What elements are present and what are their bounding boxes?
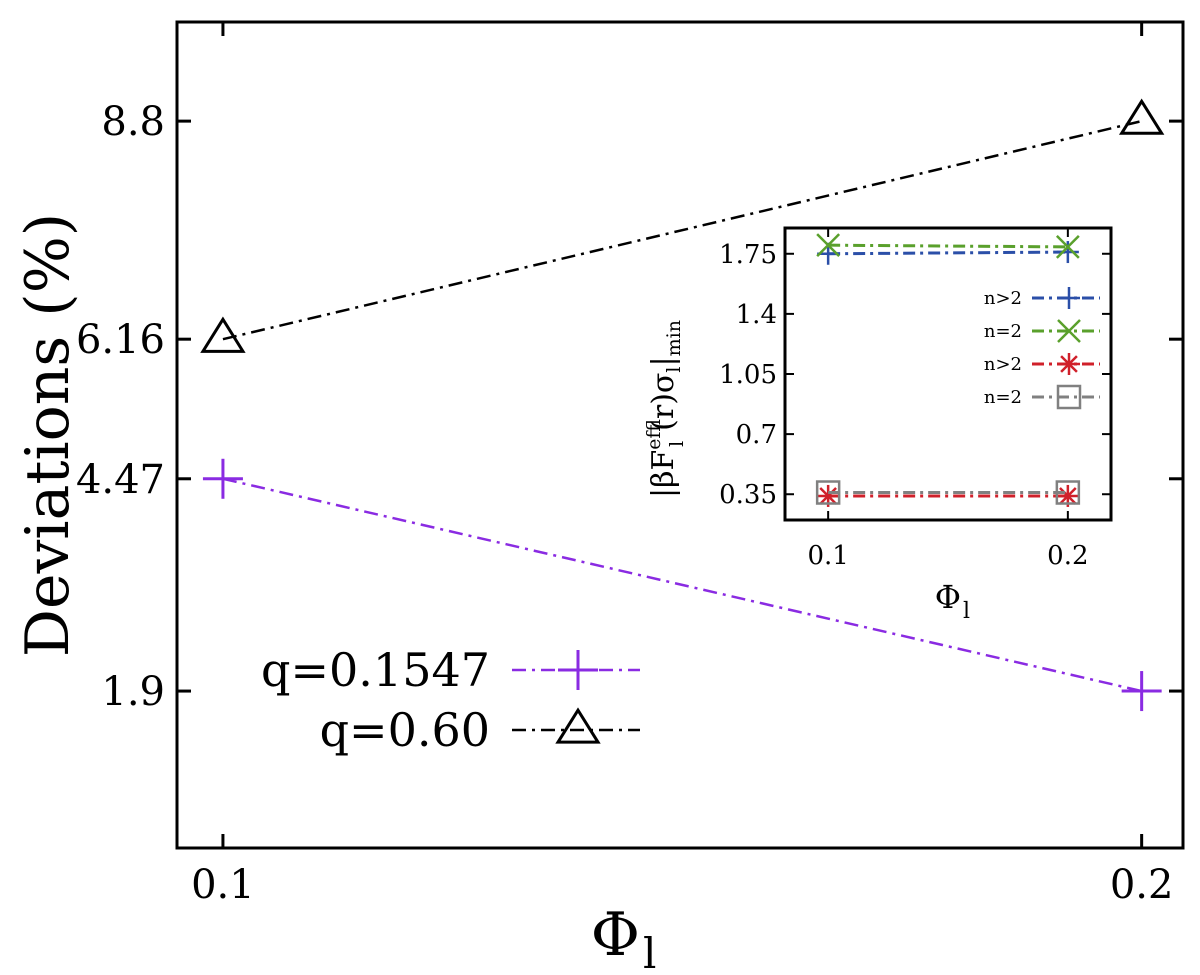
inset-y-label-part: |βF: [646, 450, 681, 498]
legend-marker-plus: [558, 650, 598, 690]
inset-data-point-square: [1055, 480, 1081, 505]
main-series-layer: [200, 98, 1165, 712]
inset-y-tick-label: 1.05: [719, 360, 777, 390]
data-point-plus: [1121, 671, 1162, 712]
main-axis-ticks: 1.9 4.47 6.16 8.8 0.1 0.2: [76, 22, 1183, 908]
data-point-triangle: [200, 316, 246, 353]
inset-y-label-subscript-3: min: [663, 320, 685, 356]
inset-y-tick-label: 1.75: [719, 240, 777, 270]
inset-y-label-subscript: ll: [666, 441, 688, 447]
inset-series-line: [828, 250, 1068, 256]
inset-x-tick-label: 0.2: [1047, 541, 1088, 571]
inset-y-tick-label: 0.35: [719, 480, 777, 510]
inset-x-tick-label: 0.1: [807, 541, 848, 571]
inset-legend-marker-star: [1058, 353, 1080, 375]
inset-data-point-star: [1056, 484, 1079, 507]
inset-y-label-middle: (r)σ: [646, 373, 681, 431]
inset-x-axis-label: Φ: [935, 578, 961, 616]
y-tick-label: 8.8: [101, 99, 165, 145]
data-point-triangle: [1118, 98, 1165, 135]
inset-plot-area: [783, 226, 1113, 522]
legend-label: q=0.60: [320, 703, 490, 757]
inset-data-point-plus: [1056, 241, 1079, 264]
inset-legend-marker-plus: [1058, 287, 1080, 309]
legend-marker-triangle: [555, 707, 601, 744]
series-line: [222, 119, 1142, 341]
series-line: [222, 477, 1142, 693]
inset-legend-marker-cross: [1057, 319, 1081, 343]
x-tick-label: 0.1: [191, 862, 255, 908]
inset-y-label-superscript: eff: [643, 419, 665, 450]
inset-data-point-cross: [816, 233, 841, 258]
y-tick-label: 1.9: [101, 669, 165, 715]
inset-data-point-square: [815, 480, 841, 505]
main-y-axis-label: Deviations (%): [13, 213, 83, 657]
y-tick-label: 4.47: [76, 457, 165, 503]
inset-y-axis-label: |βFeffll (r)σl|min: [643, 320, 688, 498]
y-tick-label: 6.16: [76, 317, 165, 363]
inset-series-layer: [815, 233, 1081, 507]
data-point-plus: [202, 458, 243, 499]
main-x-axis-label: Φ: [591, 900, 640, 970]
inset-axis-ticks: 0.35 0.7 1.05 1.4 1.75 0.1 0.2: [719, 228, 1111, 571]
inset-legend-label: n>2: [984, 354, 1022, 375]
inset-y-tick-label: 0.7: [736, 420, 777, 450]
main-x-axis-label-subscript: l: [643, 929, 656, 975]
inset-y-label-end: |: [646, 356, 681, 366]
inset-legend-label: n>2: [984, 288, 1022, 309]
inset-y-label-subscript-2: l: [663, 367, 685, 373]
inset-series-line: [828, 243, 1068, 249]
x-tick-label: 0.2: [1110, 862, 1174, 908]
legend-label: q=0.1547: [261, 643, 490, 697]
inset-legend: n>2 n=2 n>2 n=2: [984, 287, 1100, 410]
inset-data-point-cross: [1055, 235, 1080, 259]
inset-legend-label: n=2: [984, 387, 1022, 408]
main-legend: q=0.1547 q=0.60: [261, 643, 640, 757]
inset-x-axis-label-subscript: l: [963, 599, 970, 624]
inset-legend-label: n=2: [984, 321, 1022, 342]
inset-y-tick-label: 1.4: [736, 300, 777, 330]
inset-legend-marker-square: [1056, 384, 1082, 410]
